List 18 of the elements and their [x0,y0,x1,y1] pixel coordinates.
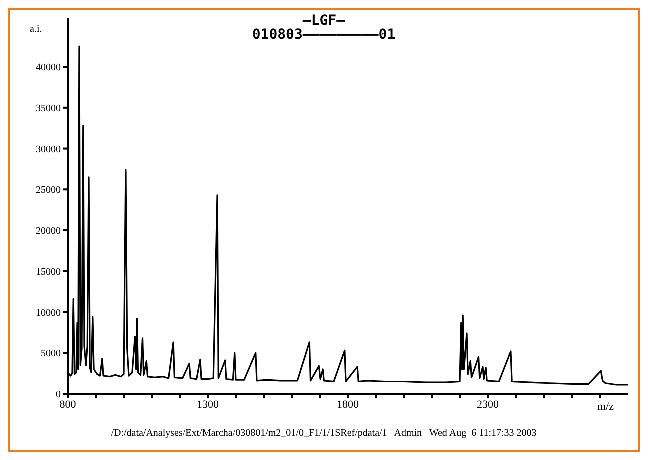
x-tick-label: 1800 [337,398,360,411]
y-tick-label: 10000 [36,308,61,319]
y-tick-label: 5000 [41,348,61,360]
y-tick-label: 0 [56,390,61,401]
x-axis-title: m/z [598,401,614,413]
x-tick-label: 2300 [477,398,500,411]
y-axis-title: a.i. [30,24,42,35]
y-tick-label: 15000 [36,266,61,278]
y-tick-label: 20000 [36,226,61,238]
y-tick-label: 30000 [36,144,61,156]
x-tick-label: 800 [60,398,77,411]
text: /D:/data/Analyses/Ext/Marcha/030801/m2_01/0_F1/1/1SRef/pdata/1 Admin Wed Aug 6 11:17:33 2003 [110,428,538,439]
y-tick-label: 35000 [36,103,61,114]
text: 010803—————————01 [252,27,396,43]
y-tick-label: 40000 [36,62,61,74]
chart-title: —LGF— [302,13,346,29]
y-tick-label: 25000 [36,185,61,196]
x-tick-label: 1300 [197,398,220,411]
